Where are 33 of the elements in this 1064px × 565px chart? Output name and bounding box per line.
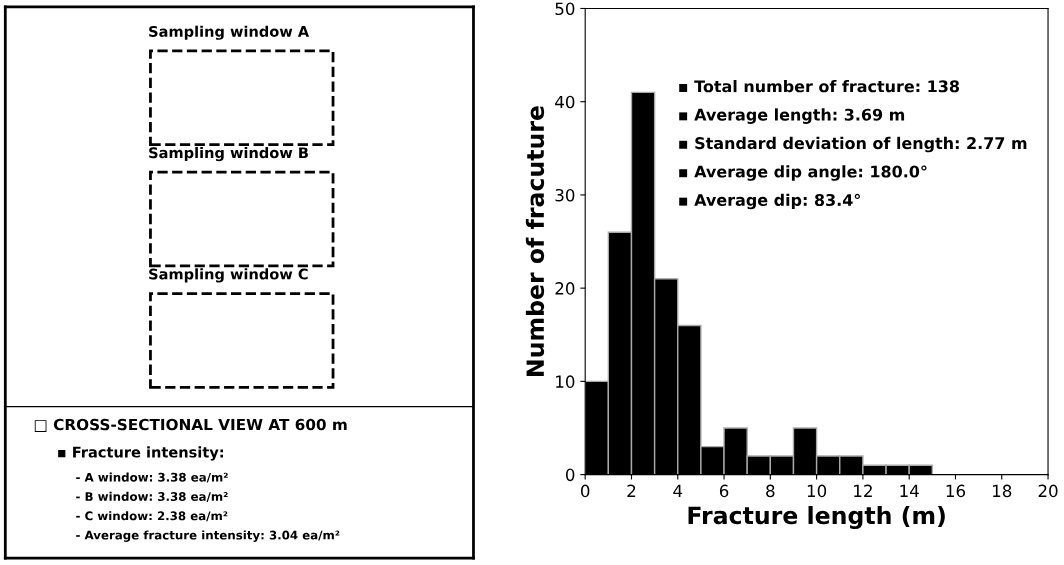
text: - A window: 3.38 ea/m² bbox=[76, 472, 228, 483]
text: - C window: 2.38 ea/m² bbox=[76, 511, 228, 522]
annotation: ▪ Average dip angle: 180.0° bbox=[679, 165, 927, 181]
text: Sampling window B bbox=[149, 146, 308, 162]
y-tick-label: 0 bbox=[565, 468, 575, 482]
x-tick-label: 14 bbox=[900, 484, 919, 497]
x-tick-label: 6 bbox=[719, 484, 729, 498]
x-tick-label: 0 bbox=[581, 484, 590, 498]
text: - Average fracture intensity: 3.04 ea/m² bbox=[76, 530, 340, 542]
y-tick-label: 40 bbox=[555, 95, 575, 109]
text: □ CROSS-SECTIONAL VIEW AT 600 m bbox=[34, 418, 347, 432]
y-tick-label: 50 bbox=[555, 2, 575, 16]
annotation: ▪ Total number of fracture: 138 bbox=[679, 79, 960, 93]
text: Sampling window A bbox=[149, 25, 310, 40]
x-tick-label: 12 bbox=[854, 484, 872, 497]
text: ▪ Fracture intensity: bbox=[58, 446, 223, 461]
x-tick-label: 10 bbox=[807, 484, 827, 498]
x-tick-label: 8 bbox=[766, 484, 775, 498]
annotation: ▪ Average length: 3.69 m bbox=[679, 108, 905, 124]
text: Sampling window C bbox=[149, 268, 308, 283]
annotation: ▪ Standard deviation of length: 2.77 m bbox=[679, 136, 1027, 153]
x-tick-label: 20 bbox=[1038, 484, 1058, 498]
y-tick-label: 30 bbox=[555, 188, 575, 202]
annotation: ▪ Average dip: 83.4° bbox=[679, 193, 860, 210]
x-tick-label: 2 bbox=[627, 484, 636, 497]
y-axis-title: Number of fracuture bbox=[525, 106, 545, 376]
y-tick-label: 20 bbox=[555, 282, 575, 295]
y-tick-label: 10 bbox=[556, 375, 575, 388]
x-axis-title: Fracture length (m) bbox=[688, 506, 945, 530]
x-tick-label: 4 bbox=[673, 484, 683, 497]
text: - B window: 3.38 ea/m² bbox=[76, 491, 228, 502]
x-tick-label: 18 bbox=[992, 484, 1012, 498]
x-tick-label: 16 bbox=[946, 484, 966, 498]
